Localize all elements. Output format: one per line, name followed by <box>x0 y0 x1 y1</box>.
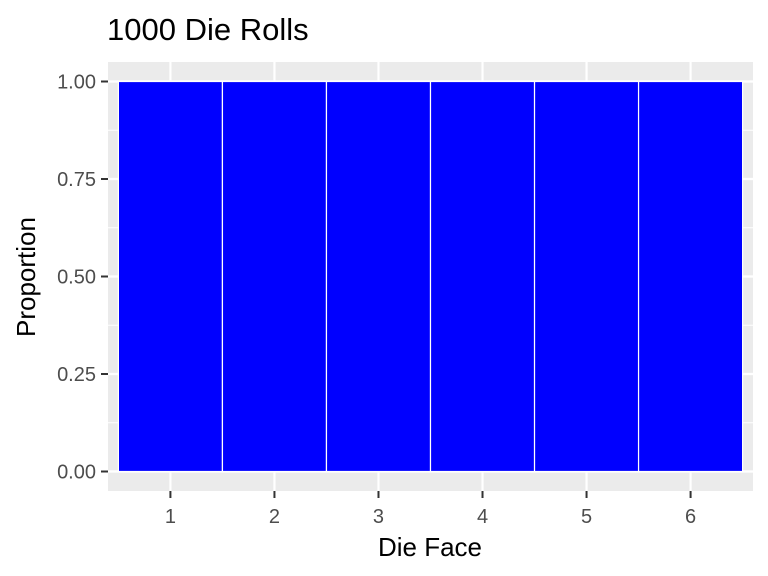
bar-4 <box>429 80 536 473</box>
bar-2 <box>221 80 328 473</box>
x-tick-label: 3 <box>373 506 384 528</box>
x-tick-label: 6 <box>685 506 696 528</box>
bar-5 <box>533 80 640 473</box>
y-tick-label: 0.50 <box>57 267 96 289</box>
y-tick-label: 0.00 <box>57 462 96 484</box>
y-tick-label: 1.00 <box>57 72 96 94</box>
x-tick-label: 4 <box>477 506 488 528</box>
x-tick-label: 5 <box>581 506 592 528</box>
x-axis-title: Die Face <box>378 532 482 562</box>
x-axis: 1 2 3 4 5 6 <box>165 491 696 528</box>
bar-3 <box>325 80 432 473</box>
bars <box>117 80 744 473</box>
y-axis-title: Proportion <box>11 217 41 337</box>
x-tick-label: 2 <box>269 506 280 528</box>
chart-title: 1000 Die Rolls <box>107 12 309 47</box>
y-axis: 0.00 0.25 0.50 0.75 1.00 <box>57 72 108 484</box>
y-tick-label: 0.25 <box>57 364 96 386</box>
y-tick-label: 0.75 <box>57 169 96 191</box>
bar-6 <box>637 80 744 473</box>
x-tick-label: 1 <box>165 506 176 528</box>
bar-1 <box>117 80 224 473</box>
